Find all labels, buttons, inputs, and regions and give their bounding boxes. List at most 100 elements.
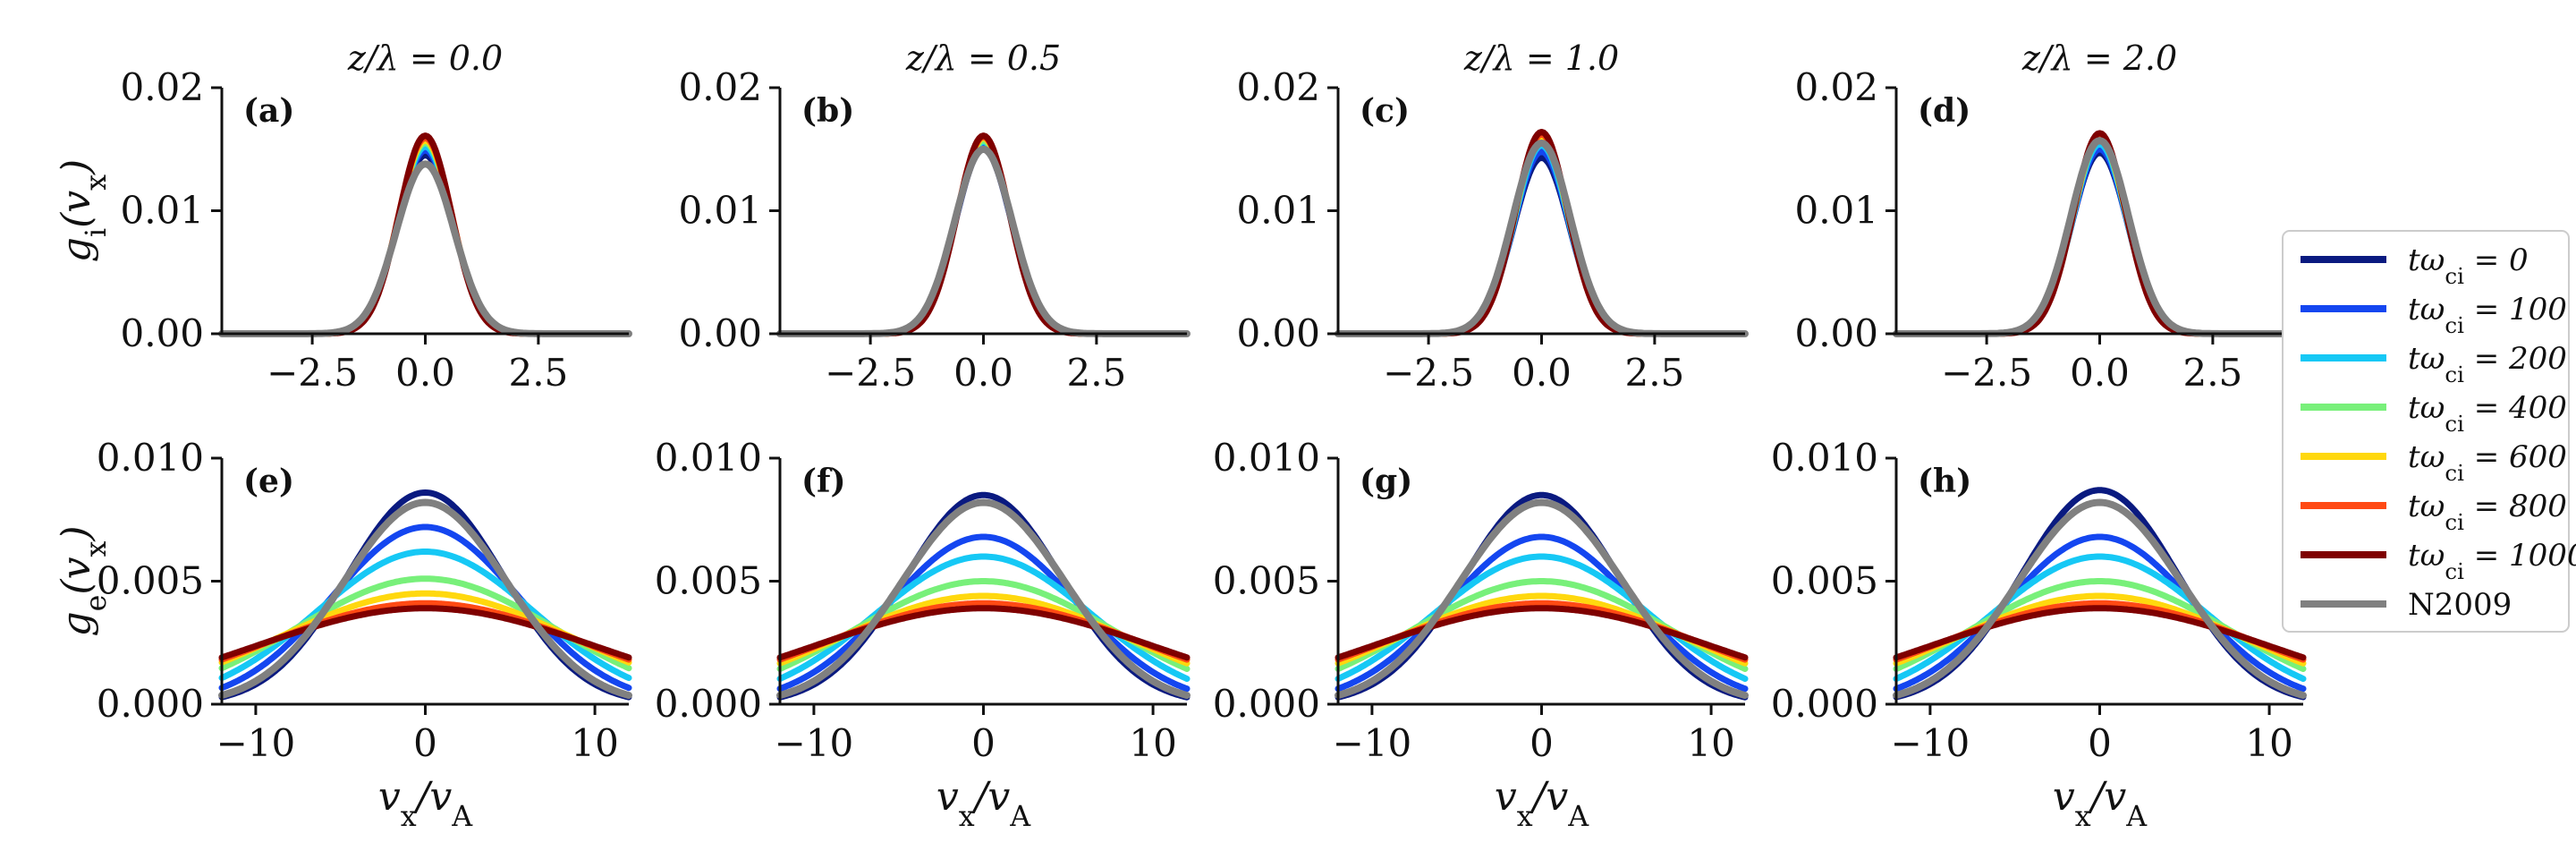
legend-label: tωci = 600 [2408, 439, 2567, 486]
y-tick-label: 0.02 [678, 65, 762, 109]
y-tick-label: 0.01 [1794, 189, 1878, 233]
y-tick-label: 0.00 [1236, 311, 1320, 355]
series-line-t-ci-100 [776, 142, 1191, 337]
legend-label: tωci = 100 [2408, 292, 2567, 338]
series-line-t-ci-0 [218, 152, 632, 337]
x-tick-label: 0.0 [395, 351, 455, 395]
x-tick-label: 10 [1129, 721, 1176, 765]
panel-letter: (b) [801, 92, 854, 130]
series-line-t-ci-1000 [1893, 130, 2307, 337]
series-line-t-ci-200 [218, 143, 632, 337]
legend-label: tωci = 0 [2408, 242, 2529, 289]
panel-letter: (g) [1360, 463, 1412, 500]
x-tick-label: 2.5 [1624, 351, 1684, 395]
series-line-N2009 [1893, 498, 2307, 700]
y-tick-label: 0.005 [655, 559, 762, 603]
x-tick-label: −10 [1891, 721, 1970, 765]
x-tick-label: −2.5 [267, 351, 358, 395]
panel-d: 0.00 0.01 0.02 −2.5 0.0 2.5 (d) z/λ = 2.0 [1794, 38, 2307, 395]
series-line-t-ci-200 [776, 139, 1191, 337]
panel-g: 0.000 0.005 0.010 −10 0 10 (g) vx/vA [1213, 436, 1749, 833]
series-line-t-ci-200 [1893, 140, 2307, 337]
legend-frame [2282, 230, 2570, 633]
x-axis-label: vx/vA [378, 774, 473, 833]
series-line-N2009 [776, 145, 1191, 337]
series-line-t-ci-1000 [1893, 605, 2307, 661]
x-tick-label: −2.5 [825, 351, 916, 395]
series-line-t-ci-600 [1893, 134, 2307, 337]
panel-letter: (h) [1918, 463, 1971, 500]
y-tick-label: 0.01 [1236, 189, 1320, 233]
x-tick-label: 2.5 [2182, 351, 2242, 395]
x-tick-label: 10 [571, 721, 618, 765]
series-line-t-ci-400 [1335, 137, 1749, 337]
panel-letter: (f) [801, 463, 846, 500]
y-tick-label: 0.010 [1771, 436, 1878, 480]
x-tick-label: 0 [1530, 721, 1554, 765]
series-line-t-ci-800 [1335, 131, 1749, 337]
panel-letter: (c) [1360, 92, 1410, 130]
series-line-t-ci-0 [1335, 154, 1749, 337]
series-line-N2009 [218, 498, 632, 700]
series-line-N2009 [776, 498, 1191, 700]
x-tick-label: −2.5 [1941, 351, 2032, 395]
y-axis-label: ge(vx) [54, 526, 113, 637]
panel-title: z/λ = 1.0 [1463, 38, 1619, 78]
legend-label: N2009 [2408, 587, 2512, 623]
legend-label: tωci = 800 [2408, 489, 2567, 535]
series-line-N2009 [1335, 498, 1749, 700]
panel-letter: (d) [1918, 92, 1970, 130]
x-tick-label: 2.5 [508, 351, 568, 395]
series-line-t-ci-200 [1335, 142, 1749, 337]
y-tick-label: 0.02 [120, 65, 204, 109]
series-line-N2009 [1335, 139, 1749, 337]
x-tick-label: 10 [1687, 721, 1734, 765]
y-axis-label: gi(vx) [54, 159, 113, 262]
panel-h: 0.000 0.005 0.010 −10 0 10 (h) vx/vA [1771, 436, 2307, 833]
series-line-t-ci-1000 [1335, 129, 1749, 337]
panel-title: z/λ = 2.0 [2021, 38, 2177, 78]
panel-c: 0.00 0.01 0.02 −2.5 0.0 2.5 (c) z/λ = 1.0 [1236, 38, 1749, 395]
panel-e: 0.000 0.005 0.010 −10 0 10 (e) ge(vx) vx/vA [54, 436, 632, 833]
x-axis-label: vx/vA [2053, 774, 2148, 833]
y-tick-label: 0.02 [1794, 65, 1878, 109]
series-line-t-ci-0 [1893, 149, 2307, 337]
x-tick-label: 0.0 [953, 351, 1013, 395]
series-line-t-ci-100 [1335, 533, 1749, 693]
x-axis-label: vx/vA [1495, 774, 1589, 833]
series-line-t-ci-0 [776, 146, 1191, 337]
series-line-t-ci-600 [218, 137, 632, 337]
legend-label: tωci = 400 [2408, 390, 2567, 437]
series-line-t-ci-1000 [218, 605, 632, 661]
x-tick-label: −2.5 [1383, 351, 1474, 395]
series-line-t-ci-800 [776, 133, 1191, 337]
series-line-t-ci-400 [218, 140, 632, 337]
series-line-t-ci-1000 [776, 132, 1191, 337]
x-tick-label: 0 [971, 721, 996, 765]
y-tick-label: 0.005 [1213, 559, 1320, 603]
x-tick-label: −10 [1333, 721, 1412, 765]
panel-a: 0.00 0.01 0.02 −2.5 0.0 2.5 (a) z/λ = 0.0 gi(vx) [54, 38, 632, 395]
y-tick-label: 0.01 [678, 189, 762, 233]
x-tick-label: 10 [2245, 721, 2292, 765]
series-line-t-ci-400 [1893, 137, 2307, 337]
y-tick-label: 0.00 [1794, 311, 1878, 355]
panel-f: 0.000 0.005 0.010 −10 0 10 (f) vx/vA [655, 436, 1191, 833]
y-tick-label: 0.010 [655, 436, 762, 480]
x-tick-label: −10 [775, 721, 854, 765]
y-tick-label: 0.000 [1213, 682, 1320, 726]
series-line-t-ci-400 [776, 137, 1191, 337]
x-tick-label: 0.0 [2070, 351, 2130, 395]
x-tick-label: 0.0 [1512, 351, 1572, 395]
x-tick-label: −10 [216, 721, 296, 765]
y-tick-label: 0.010 [97, 436, 204, 480]
x-tick-label: 2.5 [1066, 351, 1126, 395]
x-axis-label: vx/vA [936, 774, 1031, 833]
y-tick-label: 0.00 [120, 311, 204, 355]
series-line-t-ci-100 [1893, 533, 2307, 693]
series-line-t-ci-600 [1335, 133, 1749, 337]
y-tick-label: 0.01 [120, 189, 204, 233]
y-tick-label: 0.005 [1771, 559, 1878, 603]
